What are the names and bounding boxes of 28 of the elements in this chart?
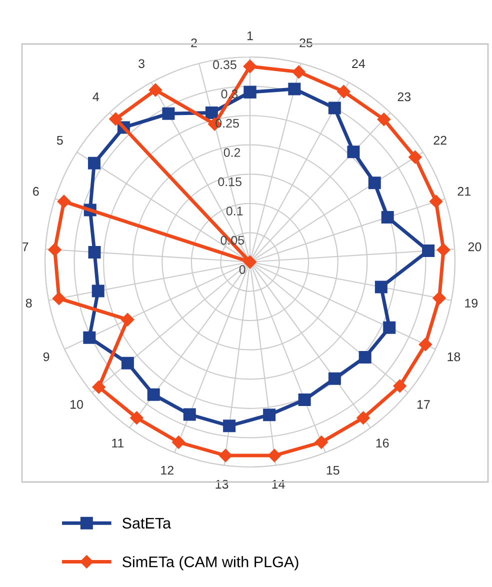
spoke-label: 21: [458, 186, 470, 196]
spoke-label: 19: [465, 298, 478, 308]
spoke-label: 7: [22, 242, 28, 252]
spoke-label: 23: [398, 92, 411, 102]
legend-label: SatETa: [122, 518, 172, 529]
spoke-label: 22: [434, 136, 446, 145]
y-tick-label: 0.15: [218, 177, 242, 186]
spoke-label: 10: [70, 400, 83, 409]
spoke-label: 8: [26, 298, 32, 308]
spoke-label: 20: [468, 242, 482, 252]
spoke-label: 3: [138, 59, 144, 68]
spoke-label: 16: [376, 438, 389, 448]
spoke-label: 18: [448, 352, 460, 362]
spoke-label: 1: [247, 31, 253, 40]
legend-label: SimETa (CAM with PLGA): [122, 556, 298, 570]
spoke-label: 11: [112, 438, 124, 448]
spoke-label: 6: [33, 186, 39, 196]
spoke-label: 17: [417, 400, 430, 409]
spoke-label: 15: [326, 466, 340, 475]
spoke-label: 12: [161, 466, 174, 475]
spoke-label: 9: [43, 352, 50, 362]
y-tick-label: 0: [239, 265, 246, 274]
spoke-label: 24: [352, 59, 366, 68]
y-tick-label: 0.1: [226, 206, 243, 216]
spoke-label: 5: [56, 136, 63, 145]
y-tick-label: 0.35: [213, 60, 236, 70]
y-tick-label: 0.2: [224, 148, 240, 157]
spoke-label: 4: [92, 92, 99, 102]
